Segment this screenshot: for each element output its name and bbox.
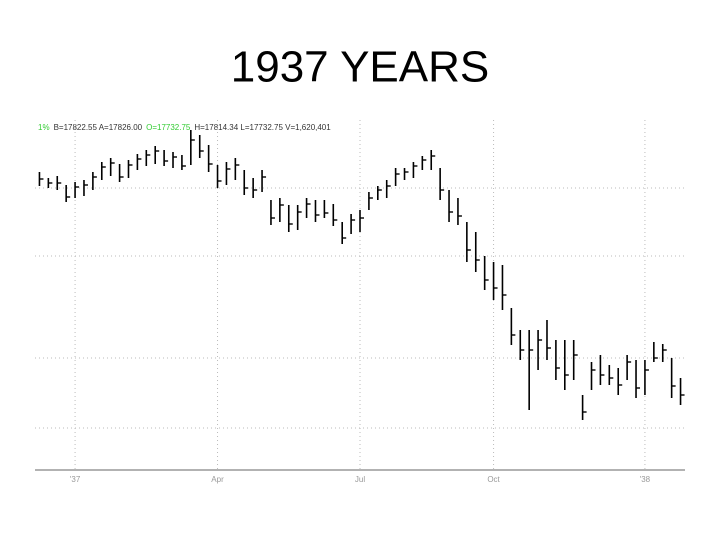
chart-title: 1937 YEARS: [231, 43, 489, 92]
x-tick-label: '38: [640, 475, 651, 484]
info-item: O=17732.75: [146, 123, 191, 132]
info-line: 1% B=17822.55 A=17826.00 O=17732.75 H=17814…: [38, 123, 331, 132]
info-item: B=17822.55 A=17826.00: [54, 123, 143, 132]
x-tick-label: '37: [70, 475, 81, 484]
x-tick-label: Apr: [211, 475, 224, 484]
x-tick-label: Jul: [355, 475, 365, 484]
info-item: H=17814.34 L=17732.75 V=1,620,401: [194, 123, 331, 132]
x-tick-label: Oct: [487, 475, 500, 484]
info-item: 1%: [38, 123, 50, 132]
